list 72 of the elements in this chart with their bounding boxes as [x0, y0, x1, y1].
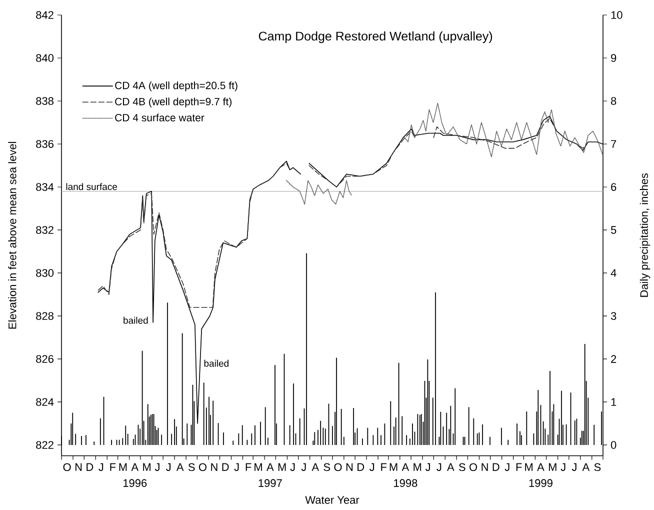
x-tick-label: F — [381, 463, 386, 471]
y-tick-label: 826 — [36, 355, 54, 363]
y2-tick-label: 4 — [610, 269, 616, 277]
y2-tick-label: 6 — [611, 183, 616, 191]
x-tick-label: S — [458, 463, 466, 472]
x-tick-label: A — [447, 463, 454, 471]
x-tick-label: A — [582, 463, 590, 471]
legend-label: CD 4A (well depth=20.5 ft) — [115, 81, 238, 92]
y-tick-label: 832 — [36, 226, 54, 234]
x-tick-label: N — [346, 463, 353, 471]
y-axis-title: Elevation in feet above mean sea level — [8, 142, 16, 329]
x-tick-label: N — [482, 463, 488, 471]
y-tick-label: 828 — [36, 312, 54, 320]
x-tick-label: J — [98, 463, 104, 471]
y-tick-label: 842 — [36, 11, 54, 19]
y-tick-label: 822 — [36, 441, 54, 449]
y2-tick-label: 5 — [610, 226, 616, 234]
y2-tick-label: 7 — [611, 140, 616, 148]
x-tick-label: M A M 1997 — [254, 463, 286, 487]
x-tick-label: O — [334, 463, 342, 472]
x-tick-label: J — [436, 463, 442, 471]
y-tick-label: 838 — [36, 97, 54, 105]
x-tick-label: J — [425, 463, 430, 471]
x-tick-label: N — [211, 463, 218, 471]
x-tick-label: O — [63, 463, 71, 472]
x-axis-title: Water Year — [305, 496, 360, 504]
y2-tick-label: 3 — [610, 312, 616, 320]
x-tick-label: D — [86, 463, 94, 471]
x-tick-label: D — [492, 463, 500, 471]
ref-line-label: land surface — [66, 183, 118, 190]
x-tick-label: J — [290, 463, 295, 471]
y-tick-label: 840 — [36, 54, 54, 62]
y2-tick-label: 8 — [611, 97, 616, 105]
annotation: bailed — [124, 316, 148, 324]
x-tick-label: S — [188, 463, 195, 472]
y2-tick-label: 0 — [610, 441, 616, 449]
y-tick-label: 824 — [36, 398, 54, 406]
x-tick-label: F — [246, 463, 252, 471]
x-tick-label: M A M 1999 — [525, 463, 556, 487]
x-tick-label: J — [370, 463, 374, 471]
y2-tick-label: 10 — [611, 11, 622, 19]
y2-tick-label: 2 — [611, 355, 616, 363]
x-tick-label: S — [324, 463, 330, 472]
legend-label: CD 4 surface water — [115, 114, 204, 122]
x-tick-label: A — [176, 463, 184, 471]
x-tick-label: J — [572, 463, 576, 471]
x-tick-label: D — [358, 463, 364, 471]
y2-tick-label: 9 — [611, 54, 616, 62]
x-tick-label: M A M 1996 — [119, 463, 150, 487]
y-tick-label: 834 — [36, 183, 54, 191]
x-tick-label: M A M 1998 — [390, 463, 422, 487]
x-tick-label: S — [594, 463, 601, 472]
x-tick-label: J — [504, 463, 510, 471]
annotation: bailed — [204, 360, 228, 367]
x-tick-label: D — [222, 463, 229, 471]
y2-tick-label: 1 — [611, 398, 616, 406]
x-tick-label: J — [234, 463, 239, 471]
x-tick-label: A — [312, 463, 320, 471]
x-tick-label: N — [75, 463, 82, 471]
legend-label: CD 4B (well depth=9.7 ft) — [115, 98, 232, 108]
y-tick-label: 836 — [36, 140, 54, 148]
x-tick-label: F — [516, 463, 522, 471]
x-tick-label: J — [301, 463, 306, 471]
y-tick-label: 830 — [36, 269, 54, 277]
x-tick-label: F — [110, 463, 116, 471]
x-tick-label: J — [154, 463, 160, 471]
x-tick-label: O — [198, 463, 206, 472]
x-tick-label: O — [470, 463, 478, 472]
y2-axis-title: Daily precipitation, inches — [640, 173, 650, 297]
x-tick-label: J — [560, 463, 566, 471]
text: Camp Dodge Restored Wetland (upvalley) — [258, 31, 492, 44]
x-tick-label: J — [166, 463, 171, 471]
